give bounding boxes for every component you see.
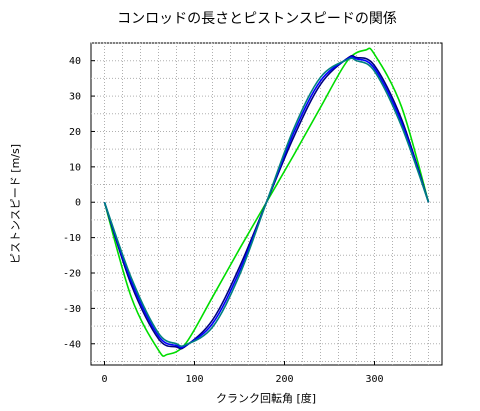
x-tick-label: 300: [365, 374, 383, 385]
x-tick-label: 200: [275, 374, 293, 385]
series-group: [103, 47, 430, 357]
y-tick-label: -40: [63, 339, 81, 350]
chart-title: コンロッドの長さとピストンスピードの関係: [117, 11, 397, 27]
x-tick-label: 0: [101, 374, 107, 385]
x-axis-label: クランク回転角 [度]: [216, 391, 316, 405]
y-tick-label: -20: [63, 269, 81, 280]
y-tick-label: 0: [75, 198, 81, 209]
series-line-4: [103, 57, 430, 348]
x-tick-label: 100: [185, 374, 203, 385]
y-tick-label: 10: [69, 162, 81, 173]
y-tick-label: 40: [69, 56, 81, 67]
y-tick-label: 20: [69, 127, 81, 138]
y-tick-label: -10: [63, 233, 81, 244]
axis-ticks: 0 100 200 300 -40 -30 -20 -10 0 10 20 30 40: [63, 56, 384, 385]
y-tick-label: -30: [63, 304, 81, 315]
y-tick-label: 30: [69, 92, 81, 103]
y-axis-label: ピストンスピード [m/s]: [9, 144, 22, 264]
